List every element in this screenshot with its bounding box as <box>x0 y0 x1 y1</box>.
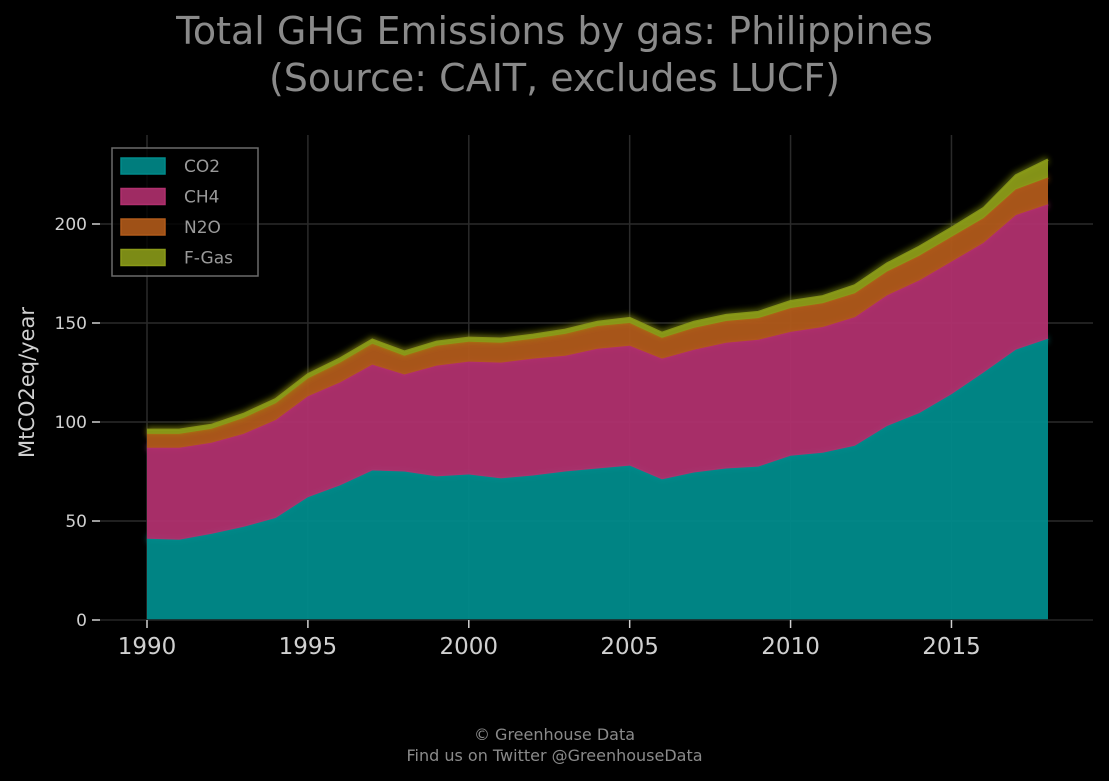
footer-twitter: Find us on Twitter @GreenhouseData <box>406 746 703 765</box>
x-tick-label-1990: 1990 <box>118 634 177 660</box>
chart-title-block: Total GHG Emissions by gas: Philippines … <box>0 8 1109 102</box>
y-tick-label-50: 50 <box>65 512 87 532</box>
y-axis-label: MtCO2eq/year <box>15 307 39 458</box>
series-area-co2 <box>147 338 1048 620</box>
legend-label-n2o: N2O <box>184 218 221 238</box>
x-tick-label-1995: 1995 <box>279 634 338 660</box>
legend-swatch-ch4 <box>120 187 166 206</box>
chart-title: Total GHG Emissions by gas: Philippines <box>176 9 933 53</box>
x-tick-label-2010: 2010 <box>761 634 820 660</box>
legend-label-co2: CO2 <box>184 157 220 177</box>
series-area-ch4 <box>147 204 1048 540</box>
series-areas <box>146 156 1050 620</box>
y-tick-label-0: 0 <box>76 611 87 631</box>
x-tick-label-2000: 2000 <box>440 634 499 660</box>
legend: CO2 CH4 N2O F-Gas <box>111 147 259 277</box>
chart-subtitle: (Source: CAIT, excludes LUCF) <box>268 56 841 100</box>
y-tick-label-150: 150 <box>55 314 87 334</box>
y-tick-label-200: 200 <box>55 215 87 235</box>
series-line-f-gas <box>147 158 1049 432</box>
footer: © Greenhouse Data Find us on Twitter @Gr… <box>0 724 1109 766</box>
legend-label-ch4: CH4 <box>184 188 219 208</box>
legend-swatch-f-gas <box>120 248 166 267</box>
footer-credit: © Greenhouse Data <box>473 725 636 744</box>
x-tick-label-2015: 2015 <box>922 634 981 660</box>
axes: 0 50 100 150 200 1990 1995 2000 2005 2010 2015 MtCO… <box>15 215 1093 660</box>
legend-swatch-co2 <box>120 157 166 175</box>
y-tick-label-100: 100 <box>55 413 87 433</box>
legend-swatch-n2o <box>120 218 166 236</box>
legend-label-f-gas: F-Gas <box>184 249 233 269</box>
x-tick-label-2005: 2005 <box>600 634 659 660</box>
